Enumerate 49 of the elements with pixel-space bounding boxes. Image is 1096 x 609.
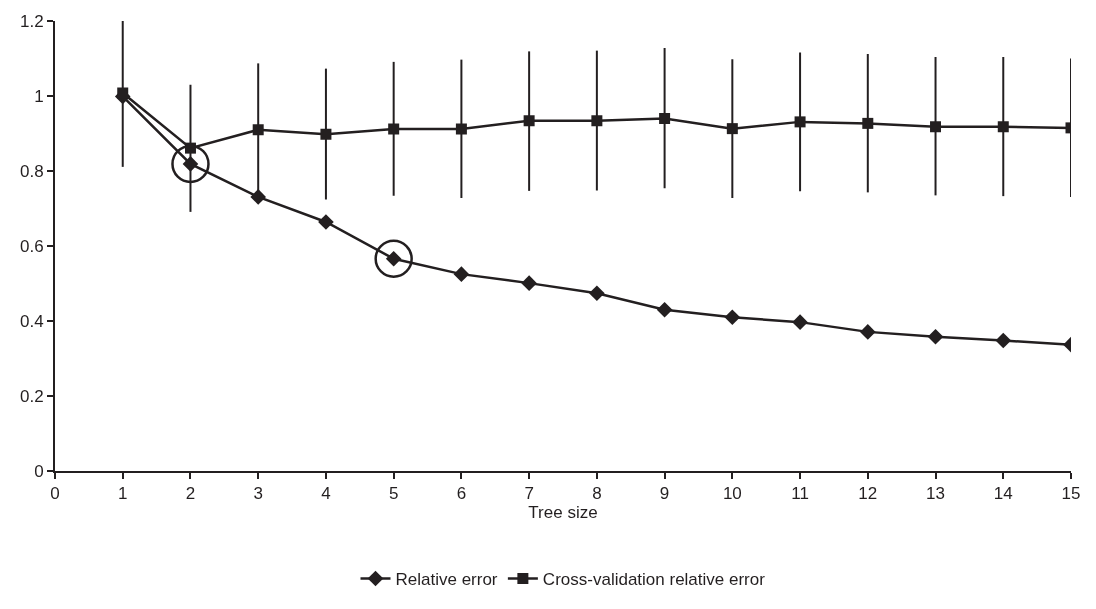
x-tick-label: 7 <box>524 484 534 504</box>
point <box>318 214 334 230</box>
point <box>724 309 741 326</box>
x-tick-label: 2 <box>185 484 196 504</box>
y-tick-label: 0.6 <box>19 236 44 256</box>
point <box>997 121 1009 133</box>
x-tick-label: 15 <box>1061 484 1081 504</box>
point <box>927 328 944 345</box>
point <box>995 332 1012 349</box>
point <box>726 123 738 135</box>
point <box>252 124 264 136</box>
x-tick-label: 13 <box>926 484 945 504</box>
legend-label: Relative error <box>395 570 498 590</box>
point <box>591 115 603 127</box>
point <box>117 87 129 99</box>
y-tick-label: 1.2 <box>19 11 44 31</box>
point <box>521 275 537 291</box>
x-tick-label: 12 <box>858 484 878 504</box>
point <box>656 301 673 318</box>
y-tick-label: 0 <box>34 461 44 481</box>
x-axis-title: Tree size <box>528 503 598 523</box>
point <box>792 314 808 330</box>
point <box>455 123 467 135</box>
point <box>930 121 942 133</box>
point <box>523 115 535 127</box>
point <box>453 266 470 282</box>
point <box>860 324 876 340</box>
point <box>388 123 400 135</box>
x-tick-label: 8 <box>592 484 602 504</box>
y-tick-label: 0.8 <box>19 161 44 181</box>
x-tick-label: 14 <box>993 484 1013 504</box>
point <box>862 117 874 129</box>
x-tick-label: 9 <box>659 484 670 504</box>
x-tick-label: 10 <box>722 484 742 504</box>
x-tick-label: 3 <box>253 484 263 504</box>
point <box>794 116 806 128</box>
legend-label: Cross-validation relative error <box>542 570 766 590</box>
x-tick-label: 4 <box>321 484 331 504</box>
point <box>320 128 332 140</box>
x-tick-label: 0 <box>50 484 60 504</box>
y-tick-label: 1 <box>34 86 44 106</box>
point <box>589 285 605 302</box>
point <box>659 113 671 124</box>
y-tick-label: 0.4 <box>19 311 44 331</box>
x-tick-label: 11 <box>791 484 809 504</box>
x-tick-label: 5 <box>388 484 399 504</box>
x-tick-label: 6 <box>456 484 467 504</box>
y-tick-label: 0.2 <box>19 386 44 406</box>
x-tick-label: 1 <box>118 484 128 504</box>
